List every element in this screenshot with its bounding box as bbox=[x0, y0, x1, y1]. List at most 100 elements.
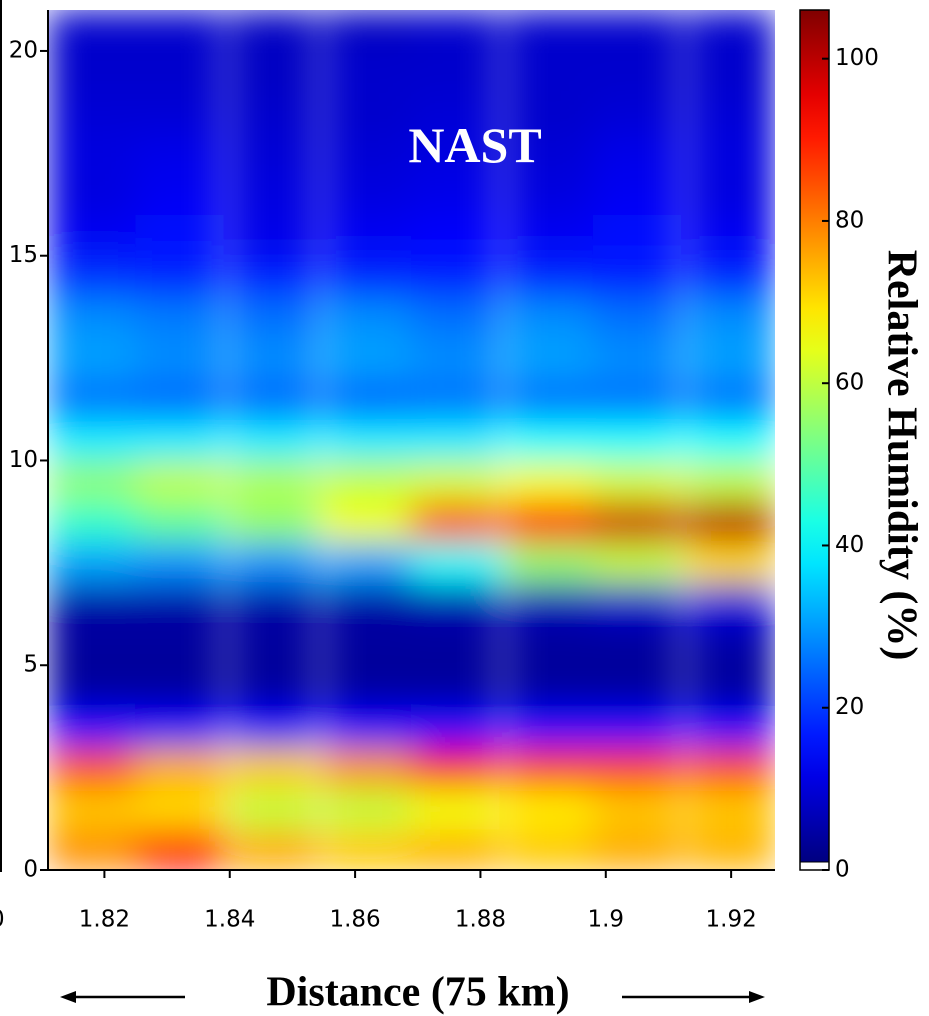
heat-cell bbox=[686, 705, 775, 748]
heat-cell bbox=[323, 132, 412, 175]
colorbar-low bbox=[799, 861, 830, 871]
heat-cell bbox=[686, 787, 775, 830]
heat-cell bbox=[229, 214, 318, 257]
heat-cell bbox=[686, 132, 775, 175]
heat-cell bbox=[48, 500, 137, 543]
heat-cell bbox=[48, 214, 137, 257]
heat-cell bbox=[48, 541, 137, 584]
heat-cell bbox=[411, 787, 500, 830]
heatmap bbox=[48, 10, 775, 870]
heat-cell bbox=[135, 582, 224, 625]
heat-cell bbox=[505, 500, 594, 543]
heat-cell bbox=[411, 664, 500, 707]
heat-cell bbox=[686, 664, 775, 707]
heat-cell bbox=[592, 91, 682, 134]
heat-cell bbox=[592, 378, 682, 421]
y-tick-label: 15 bbox=[9, 242, 38, 268]
heat-cell bbox=[135, 623, 224, 666]
heat-cell bbox=[592, 173, 682, 216]
heat-cell bbox=[135, 664, 224, 707]
heat-cell bbox=[135, 419, 224, 461]
heat-cell bbox=[229, 500, 318, 543]
heat-cell bbox=[686, 500, 775, 543]
heat-cell bbox=[323, 255, 412, 298]
heat-cell bbox=[592, 623, 682, 666]
heat-cell bbox=[505, 664, 594, 707]
heat-cell bbox=[48, 378, 137, 421]
heat-cell bbox=[323, 378, 412, 421]
x-tick-label: 1.9 bbox=[587, 907, 624, 933]
heat-cell bbox=[505, 337, 594, 380]
heat-cell bbox=[229, 623, 318, 666]
colorbar bbox=[800, 10, 829, 862]
arrows bbox=[60, 991, 765, 1003]
heat-cell bbox=[411, 337, 500, 380]
heat-cell bbox=[505, 214, 594, 257]
heat-cell bbox=[48, 705, 137, 748]
heat-cell bbox=[505, 296, 594, 339]
heat-cell bbox=[135, 337, 224, 380]
heat-cell bbox=[411, 419, 500, 461]
heat-cell bbox=[229, 541, 318, 584]
heat-cell bbox=[229, 828, 318, 870]
heat-cell bbox=[229, 91, 318, 134]
heat-cell bbox=[323, 459, 412, 502]
heat-cell bbox=[411, 296, 500, 339]
heat-cell bbox=[323, 787, 412, 830]
heat-cell bbox=[229, 705, 318, 748]
heat-cell bbox=[411, 255, 500, 298]
heat-cell bbox=[505, 419, 594, 461]
heat-cell bbox=[323, 214, 412, 257]
heat-cell bbox=[229, 255, 318, 298]
heat-cell bbox=[48, 337, 137, 380]
heat-cell bbox=[686, 378, 775, 421]
x-axis-label: Distance (75 km) bbox=[266, 970, 569, 1016]
heat-cell bbox=[592, 214, 682, 257]
heat-cell bbox=[229, 787, 318, 830]
x-tick-label: 1.80 bbox=[0, 907, 5, 933]
heat-cell bbox=[505, 459, 594, 502]
heat-cell bbox=[323, 419, 412, 461]
heat-cell bbox=[229, 337, 318, 380]
heat-cell bbox=[592, 541, 682, 584]
heat-cell bbox=[686, 541, 775, 584]
heat-cell bbox=[592, 500, 682, 543]
heat-cell bbox=[686, 50, 775, 93]
heat-cell bbox=[323, 664, 412, 707]
heat-cell bbox=[229, 50, 318, 93]
heat-cell bbox=[505, 828, 594, 870]
heat-cell bbox=[135, 459, 224, 502]
heat-cell bbox=[411, 459, 500, 502]
heat-cell bbox=[323, 500, 412, 543]
heat-cell bbox=[48, 296, 137, 339]
heat-cell bbox=[411, 500, 500, 543]
heat-cell bbox=[411, 173, 500, 216]
heat-cell bbox=[686, 419, 775, 461]
heat-cell bbox=[505, 91, 594, 134]
heat-cell bbox=[411, 378, 500, 421]
heat-cell bbox=[135, 296, 224, 339]
heat-cell bbox=[323, 705, 412, 748]
heat-cell bbox=[229, 459, 318, 502]
heat-cell bbox=[411, 582, 500, 625]
heat-cell bbox=[229, 746, 318, 789]
heat-cell bbox=[135, 132, 224, 175]
heat-cell bbox=[505, 787, 594, 830]
heat-cell bbox=[323, 91, 412, 134]
heat-cell bbox=[48, 173, 137, 216]
x-tick-label: 1.88 bbox=[455, 907, 506, 933]
heat-cell bbox=[229, 378, 318, 421]
heat-cell bbox=[592, 337, 682, 380]
heat-cell bbox=[48, 787, 137, 830]
heat-cell bbox=[592, 132, 682, 175]
heat-cell bbox=[505, 173, 594, 216]
heat-cell bbox=[505, 623, 594, 666]
heat-cell bbox=[48, 828, 137, 870]
heat-cell bbox=[229, 664, 318, 707]
heat-cell bbox=[505, 255, 594, 298]
heat-cell bbox=[323, 828, 412, 870]
heat-cell bbox=[686, 91, 775, 134]
heat-cell bbox=[135, 378, 224, 421]
